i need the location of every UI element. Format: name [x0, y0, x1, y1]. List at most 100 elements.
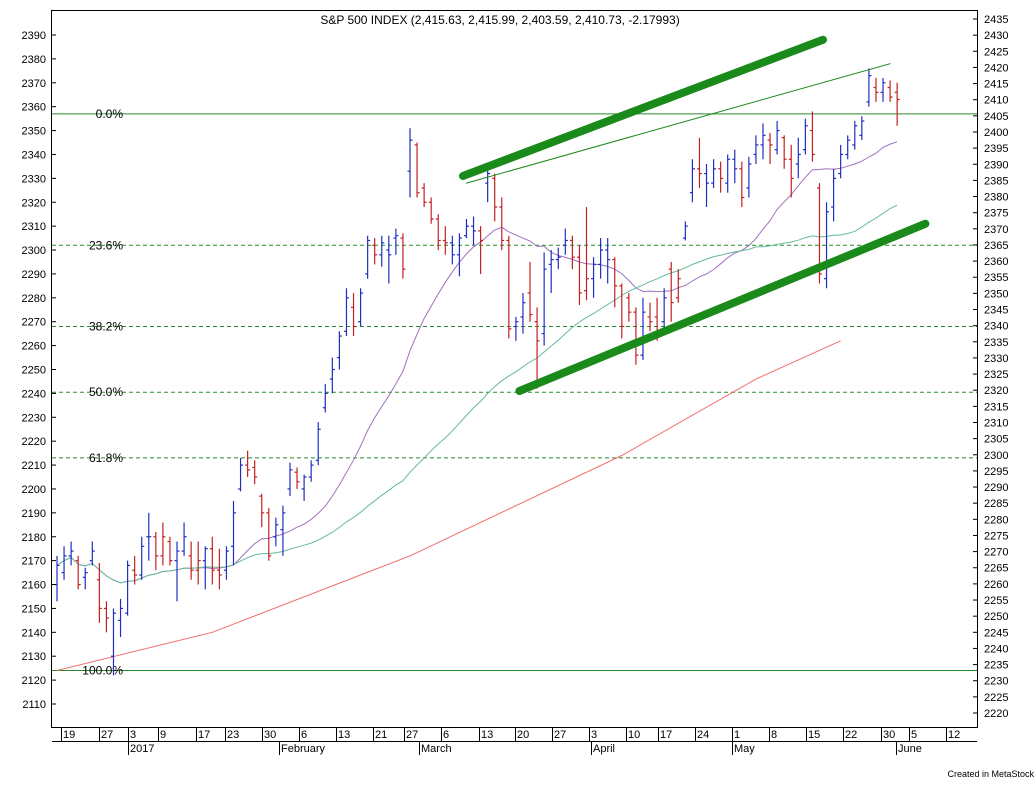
ohlc-bar	[238, 457, 244, 492]
y-left-tick-label: 2310	[22, 221, 46, 233]
ohlc-bar	[259, 493, 265, 528]
y-right-tick-label: 2290	[984, 482, 1008, 494]
y-left-tick-label: 2330	[22, 173, 46, 185]
ohlc-bar	[188, 541, 194, 580]
ohlc-bar	[598, 238, 604, 279]
y-left-tick-label: 2190	[22, 508, 46, 520]
ohlc-bar	[456, 233, 462, 277]
ohlc-bar	[732, 149, 738, 184]
ohlc-bar	[845, 135, 851, 160]
moving-averages	[56, 141, 898, 671]
y-left-tick-label: 2300	[22, 245, 46, 257]
y-left-tick-label: 2120	[22, 675, 46, 687]
y-right-tick-label: 2415	[984, 79, 1008, 91]
y-left-tick-label: 2170	[22, 556, 46, 568]
y-right-tick-label: 2305	[984, 434, 1008, 446]
ohlc-bar	[195, 541, 201, 585]
y-left-tick-label: 2230	[22, 412, 46, 424]
ohlc-bar	[442, 226, 448, 255]
y-right-tick-label: 2390	[984, 159, 1008, 171]
ohlc-bar	[343, 288, 349, 337]
ohlc-bar	[61, 546, 67, 580]
x-axis: 19 27 3 9 17 23 30 6 13 21 27 6 13 20 27 3 10 17 24 1 8 15 22 3…	[52, 727, 977, 755]
ohlc-bar	[82, 567, 88, 590]
moving-average-long	[56, 340, 841, 671]
y-right-tick-label: 2400	[984, 127, 1008, 139]
ohlc-bar	[68, 541, 74, 566]
moving-average-50	[56, 204, 898, 584]
y-right-tick-label: 2270	[984, 547, 1008, 559]
ohlc-bar	[202, 546, 208, 590]
ohlc-bar	[400, 233, 406, 279]
y-left-tick-label: 2150	[22, 603, 46, 615]
ohlc-bar	[492, 173, 498, 222]
y-right-tick-label: 2225	[984, 692, 1008, 704]
ohlc-bar	[689, 159, 695, 203]
ohlc-bar	[619, 283, 625, 339]
y-right-tick-label: 2425	[984, 46, 1008, 58]
y-left-tick-label: 2130	[22, 651, 46, 663]
ohlc-bar	[739, 161, 745, 208]
ohlc-bar	[838, 144, 844, 179]
ohlc-bar	[336, 331, 342, 370]
ohlc-bar	[866, 68, 872, 107]
y-right-tick-label: 2395	[984, 143, 1008, 155]
ohlc-bar	[118, 598, 124, 638]
y-left-tick-label: 2180	[22, 532, 46, 544]
ohlc-bar	[668, 261, 674, 322]
y-right-tick-label: 2355	[984, 272, 1008, 284]
x-day-tick-label: 21	[375, 729, 387, 741]
x-day-tick-label: 5	[911, 729, 917, 741]
y-right-tick-label: 2430	[984, 30, 1008, 42]
ohlc-bar	[824, 202, 830, 289]
fib-label: 100.0%	[82, 664, 123, 678]
y-right-tick-label: 2325	[984, 369, 1008, 381]
y-right-tick-label: 2260	[984, 579, 1008, 591]
ohlc-bar	[485, 166, 491, 203]
ohlc-bar	[414, 142, 420, 198]
y-axis-right: 2220 2225 2230 2235 2240 2245 2250 2255 2260 2265…	[973, 14, 1008, 720]
ohlc-bar	[506, 235, 512, 339]
ohlc-bar	[675, 269, 681, 303]
x-day-tick-label: 30	[883, 729, 895, 741]
ohlc-bar	[576, 245, 582, 305]
ohlc-bar	[704, 164, 710, 208]
y-right-tick-label: 2365	[984, 240, 1008, 252]
ohlc-bar	[245, 450, 251, 478]
ohlc-bar	[301, 474, 307, 501]
ohlc-bar	[760, 123, 766, 160]
ohlc-bar	[513, 316, 519, 341]
ohlc-bar	[633, 307, 639, 365]
ohlc-bar	[393, 228, 399, 255]
fib-label: 50.0%	[89, 385, 123, 399]
ohlc-bar	[273, 517, 279, 547]
y-right-tick-label: 2315	[984, 401, 1008, 413]
x-month-label: 2017	[130, 743, 154, 755]
ohlc-bar	[75, 555, 81, 590]
x-day-tick-label: 8	[771, 729, 777, 741]
ohlc-bar	[174, 541, 180, 602]
x-month-label: May	[734, 743, 755, 755]
ohlc-bar	[788, 144, 794, 198]
y-right-tick-label: 2230	[984, 676, 1008, 688]
chart-title: S&P 500 INDEX (2,415.63, 2,415.99, 2,403…	[320, 13, 679, 27]
y-right-tick-label: 2330	[984, 353, 1008, 365]
ohlc-bar	[372, 238, 378, 265]
ohlc-bar	[612, 257, 618, 308]
ohlc-bar	[153, 531, 159, 571]
ohlc-bar	[894, 82, 900, 126]
ohlc-bar	[322, 383, 328, 413]
x-day-tick-label: 13	[338, 729, 350, 741]
credit-label: Created in MetaStock	[947, 769, 1034, 779]
x-day-tick-label: 3	[130, 729, 136, 741]
fib-label: 23.6%	[89, 238, 123, 252]
y-right-tick-label: 2235	[984, 660, 1008, 672]
y-right-tick-label: 2340	[984, 321, 1008, 333]
x-day-tick-label: 17	[198, 729, 210, 741]
y-left-tick-label: 2270	[22, 317, 46, 329]
y-right-tick-label: 2250	[984, 611, 1008, 623]
ohlc-bar	[520, 293, 526, 334]
y-left-tick-label: 2240	[22, 388, 46, 400]
